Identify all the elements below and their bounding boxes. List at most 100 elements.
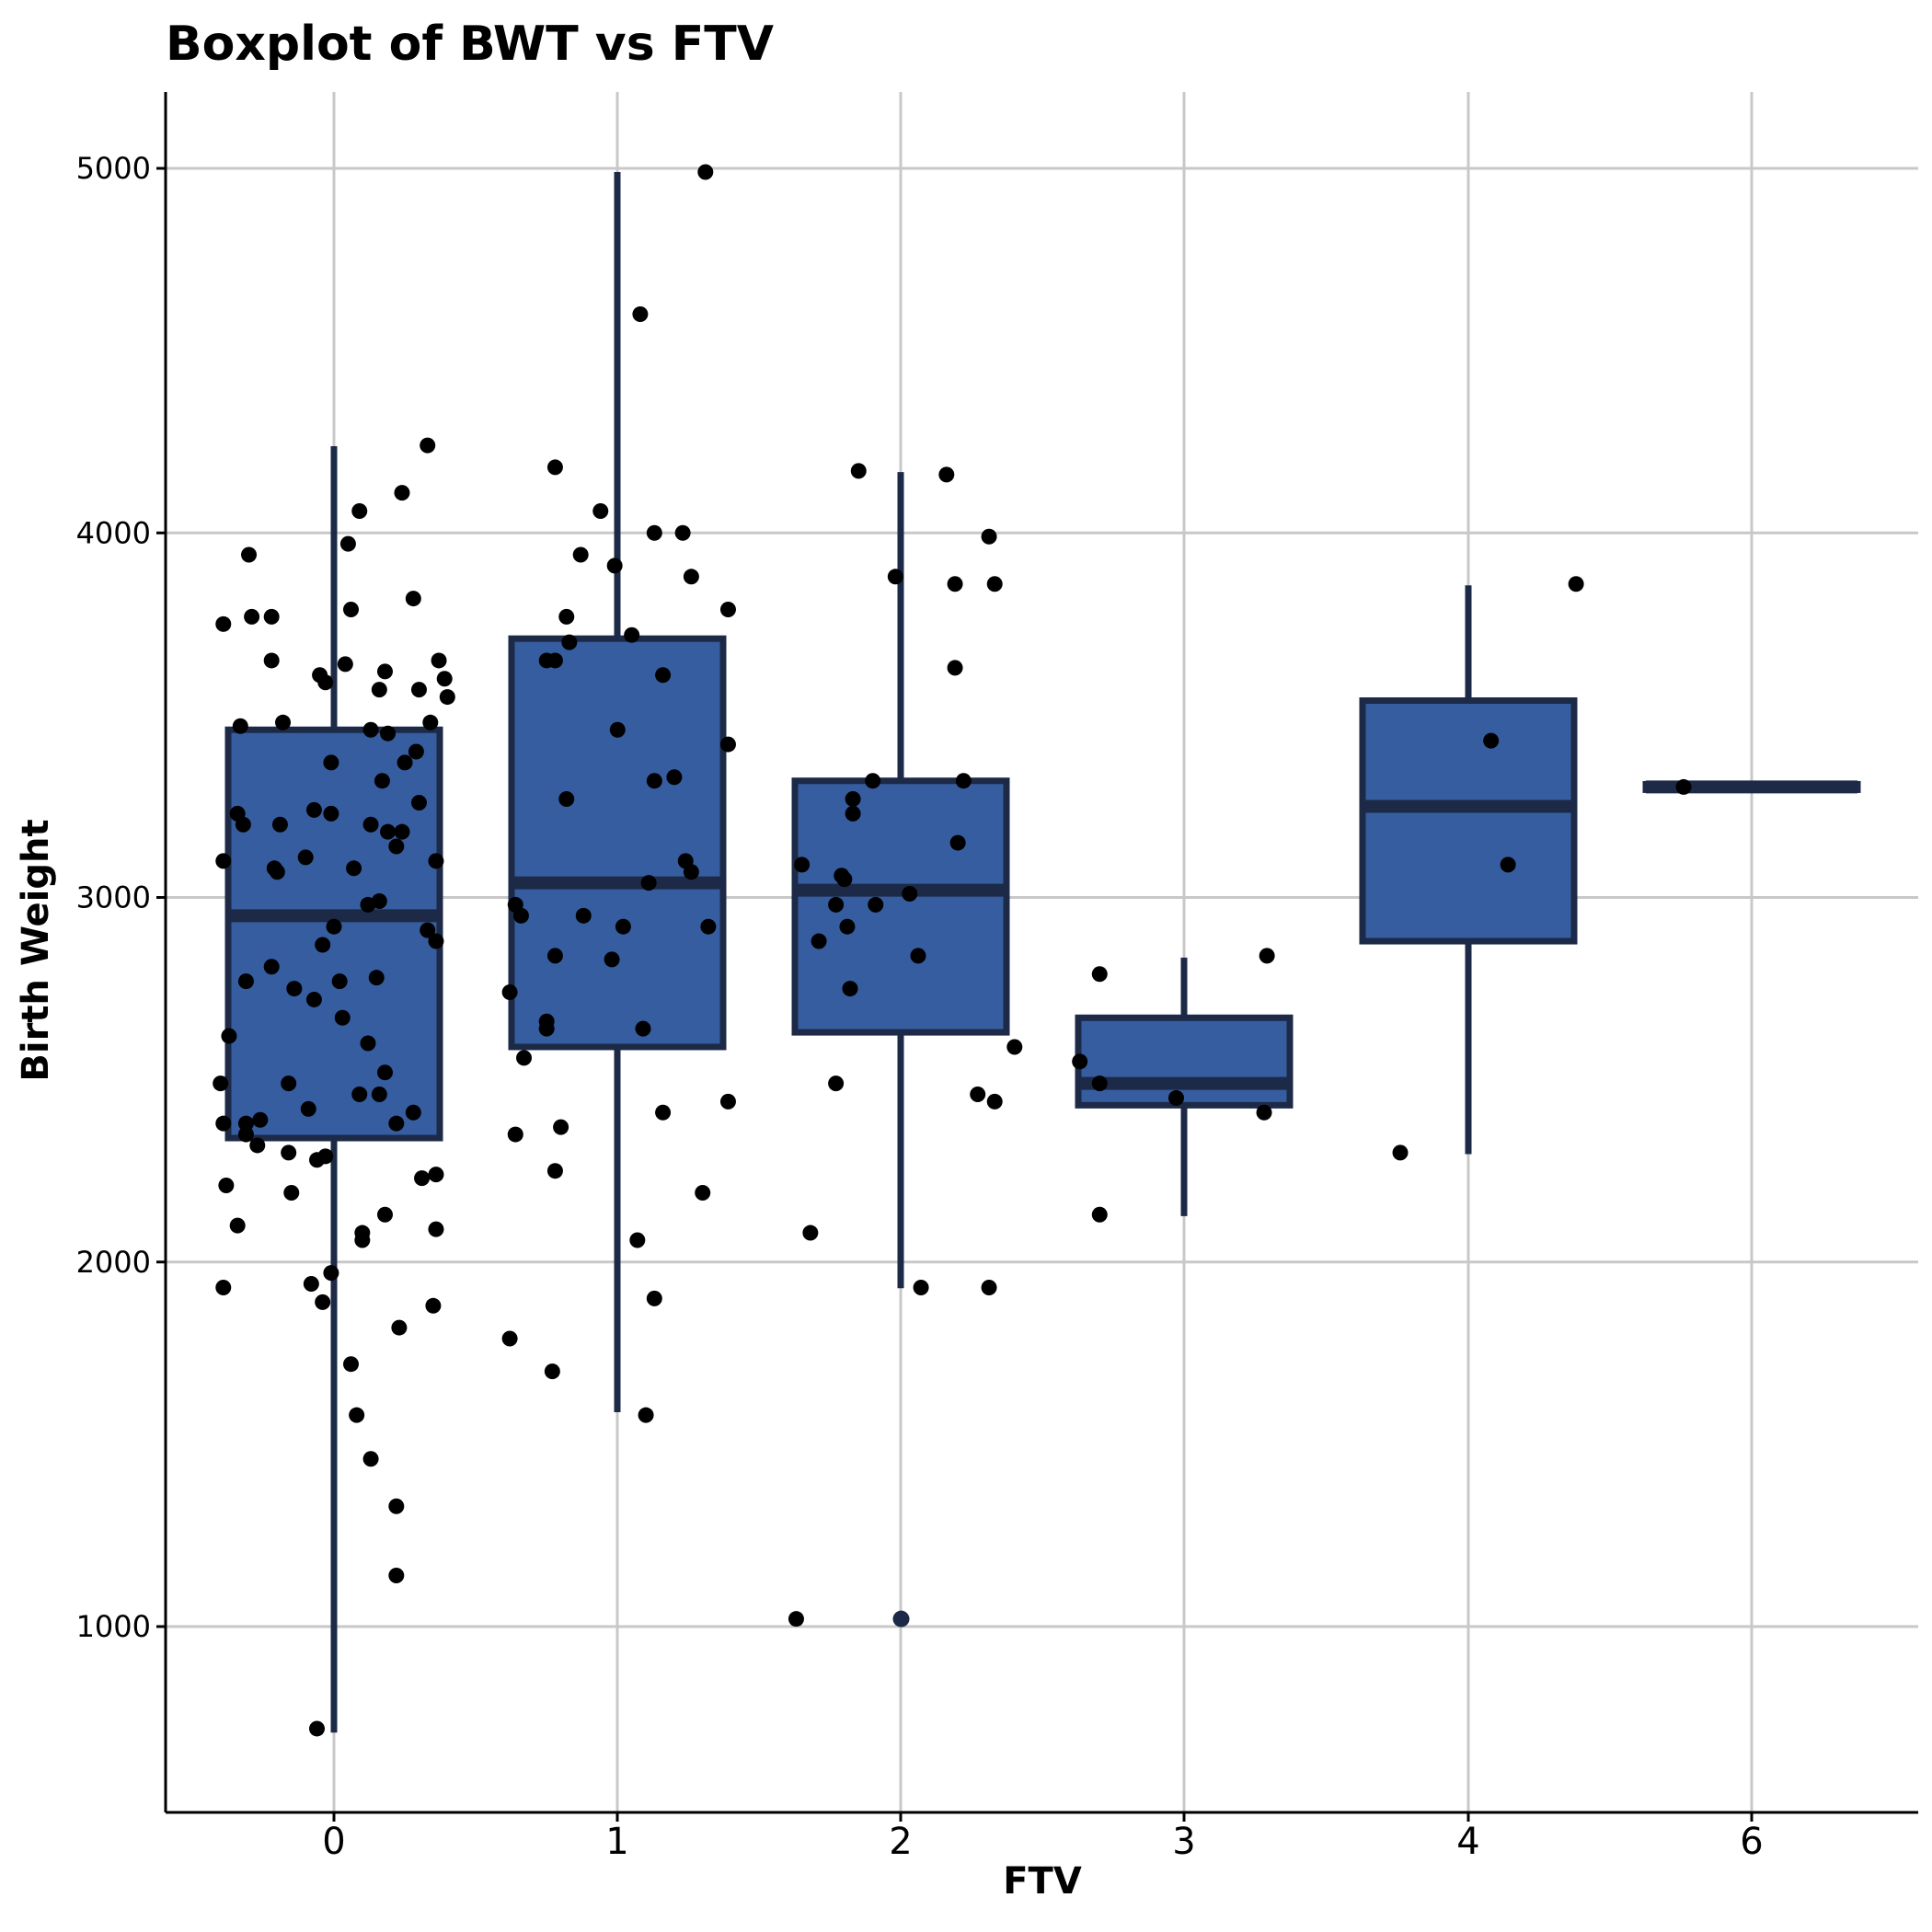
data-point: [362, 1451, 379, 1467]
data-point: [431, 652, 447, 669]
data-point: [317, 674, 334, 691]
data-point: [1091, 1075, 1108, 1092]
data-point: [249, 1137, 266, 1154]
data-point: [683, 569, 699, 585]
data-point: [1091, 966, 1108, 983]
data-point: [695, 1184, 711, 1201]
data-point: [422, 714, 439, 730]
data-point: [1072, 1053, 1088, 1070]
data-point: [354, 1232, 371, 1248]
data-point: [351, 502, 368, 519]
data-point: [516, 1050, 533, 1066]
data-point: [349, 1407, 365, 1423]
data-point: [323, 805, 339, 822]
data-point: [362, 816, 379, 833]
data-point: [346, 860, 362, 877]
data-point: [297, 849, 314, 866]
data-point: [700, 918, 717, 935]
data-point: [697, 164, 714, 180]
data-point: [380, 725, 397, 742]
data-point: [606, 558, 623, 574]
data-point: [646, 773, 662, 789]
data-point: [842, 981, 858, 997]
data-point: [266, 860, 282, 877]
data-point: [938, 466, 955, 483]
data-point: [436, 671, 453, 687]
data-point: [981, 1279, 997, 1295]
data-point: [315, 937, 331, 953]
data-point: [281, 1075, 297, 1092]
data-point: [609, 721, 626, 738]
boxes-layer: [224, 171, 1861, 1733]
data-point: [281, 1144, 297, 1161]
box-3: [1075, 957, 1294, 1216]
data-point: [558, 791, 575, 808]
data-point: [674, 524, 691, 541]
box-0: [224, 445, 443, 1733]
box-iqr: [508, 635, 727, 1051]
data-point: [405, 591, 421, 607]
data-point: [394, 485, 410, 501]
x-tick-label: 3: [1172, 1821, 1195, 1863]
data-point: [215, 1279, 232, 1295]
data-point: [575, 907, 592, 924]
data-point: [1568, 576, 1584, 592]
data-point: [326, 918, 342, 935]
data-point: [215, 853, 232, 869]
data-point: [1259, 948, 1275, 964]
data-point: [788, 1611, 804, 1627]
data-point: [339, 535, 356, 552]
data-point: [1392, 1144, 1409, 1161]
box-iqr: [1359, 697, 1578, 945]
data-point: [544, 1363, 560, 1380]
data-point: [323, 754, 339, 771]
data-point: [237, 1126, 254, 1143]
y-tick-label: 2000: [76, 1245, 151, 1280]
data-point: [632, 306, 649, 322]
x-tick-label: 1: [605, 1821, 628, 1863]
box-iqr: [791, 777, 1010, 1036]
data-point: [646, 1290, 662, 1306]
data-point: [428, 1221, 444, 1237]
data-point: [237, 1115, 254, 1132]
data-point: [218, 1178, 235, 1194]
data-point: [1675, 778, 1692, 795]
data-point: [624, 627, 640, 643]
data-point: [213, 1075, 229, 1092]
data-point: [1168, 1089, 1185, 1106]
data-point: [342, 601, 359, 617]
y-axis-label: Birth Weight: [15, 819, 57, 1081]
x-tick-label: 4: [1456, 1821, 1479, 1863]
data-point: [794, 857, 811, 873]
data-point: [629, 1232, 646, 1248]
data-point: [512, 907, 529, 924]
data-point: [850, 463, 867, 479]
data-point: [323, 1265, 339, 1282]
data-point: [376, 663, 393, 680]
data-point: [394, 823, 410, 840]
x-tick-label: 2: [889, 1821, 912, 1863]
data-point: [428, 933, 444, 949]
data-point: [572, 546, 589, 563]
box-2: [791, 472, 1010, 1289]
data-point: [362, 721, 379, 738]
data-point: [244, 608, 260, 625]
data-point: [283, 1184, 300, 1201]
x-tick-label: 6: [1740, 1821, 1763, 1863]
data-point: [414, 1170, 431, 1187]
data-point: [342, 1356, 359, 1373]
data-point: [986, 576, 1003, 592]
box-4: [1359, 585, 1578, 1155]
data-point: [376, 1064, 393, 1081]
data-point: [263, 652, 280, 669]
data-point: [955, 773, 972, 789]
data-point: [408, 743, 424, 760]
data-point: [811, 933, 827, 949]
box-1: [508, 171, 727, 1413]
data-point: [286, 981, 303, 997]
data-point: [666, 769, 683, 786]
data-point: [309, 1720, 326, 1737]
data-point: [655, 667, 672, 684]
data-point: [388, 1568, 405, 1584]
